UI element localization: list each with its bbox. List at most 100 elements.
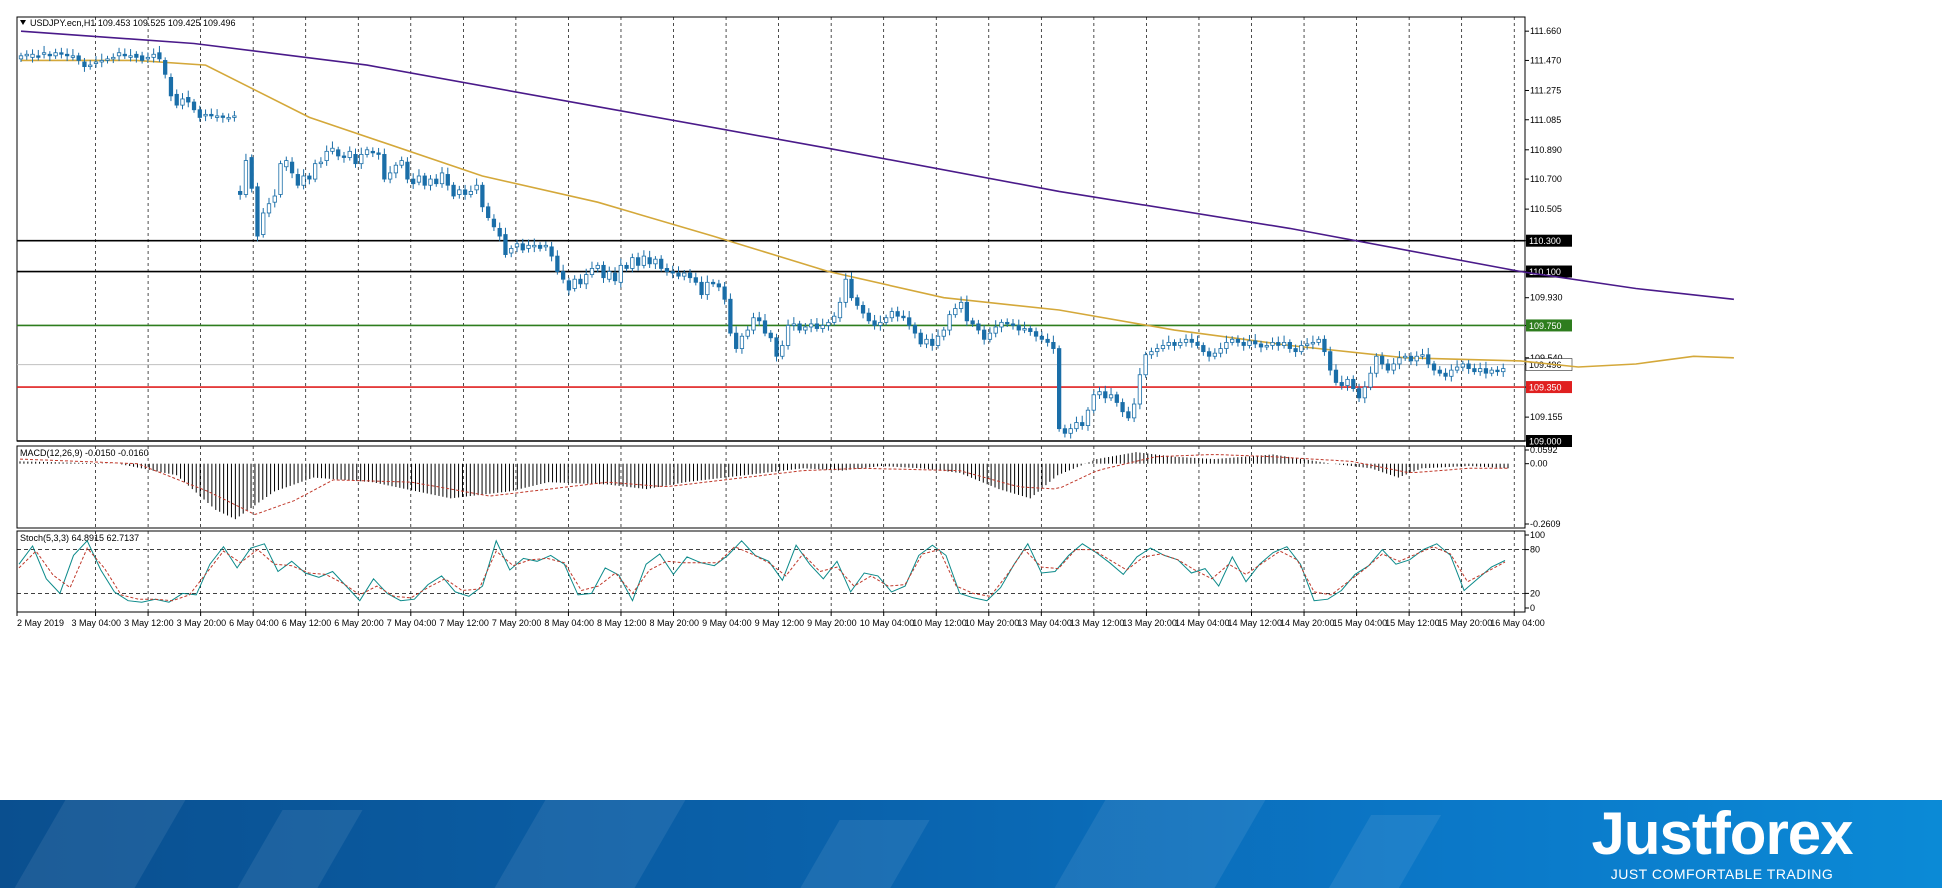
stoch-signal-line [18,546,1506,602]
candle-body [993,326,998,334]
candle-body [1449,369,1454,377]
candle-body [1114,394,1119,403]
candle-body [1466,363,1471,369]
candle-body [307,175,312,180]
candle-body [710,281,716,285]
candle-body [1120,402,1125,413]
candle-body [1339,382,1344,386]
candle-body [930,338,935,346]
candle-body [630,257,635,269]
candle-body [399,160,404,166]
candle-body [1074,422,1079,430]
candle-body [1247,340,1252,346]
candle-body [284,160,289,168]
x-tick-label: 9 May 04:00 [702,618,752,628]
x-tick-label: 13 May 20:00 [1122,618,1177,628]
candle-body [238,190,243,195]
candle-body [151,53,156,58]
candle-body [809,323,814,328]
candle-body [65,53,70,57]
x-tick-label: 6 May 20:00 [334,618,384,628]
level-price-badge [1526,381,1572,394]
candle-body [232,115,237,118]
macd-signal-line [19,454,1508,516]
candle-body [1131,403,1137,419]
candle-body [116,52,122,57]
candle-body [532,244,537,248]
candle-body [1403,355,1408,359]
level-price-label: 110.300 [1529,236,1561,246]
candle-body [186,97,191,103]
candle-body [1195,341,1200,346]
candle-body [1057,348,1062,430]
candle-body [768,332,773,339]
x-tick-label: 6 May 04:00 [229,618,279,628]
candle-body [503,234,508,255]
candle-body [163,60,168,75]
candle-body [1420,354,1425,357]
candle-body [1489,369,1494,374]
candle-body [1033,331,1039,337]
candle-body [739,335,745,349]
candle-body [341,155,347,158]
candle-body [1010,323,1016,326]
candle-body [872,320,877,326]
candle-body [301,175,306,186]
justforex-logo[interactable]: Justforex JUST COMFORTABLE TRADING [1562,800,1882,888]
y-tick-label: 0 [1530,603,1535,613]
candle-body [1097,391,1102,396]
candle-body [191,101,197,111]
chevron-down-icon[interactable] [20,20,26,25]
candle-body [99,60,104,63]
candle-body [670,271,675,274]
candle-body [780,345,785,357]
x-tick-label: 10 May 12:00 [912,618,967,628]
candle-body [1201,345,1206,353]
x-tick-label: 7 May 04:00 [387,618,437,628]
candle-body [382,154,387,180]
x-tick-label: 8 May 04:00 [544,618,594,628]
candle-body [1085,409,1091,426]
candle-body [336,149,341,157]
candle-body [1443,372,1448,377]
candle-body [526,244,531,249]
candle-body [1028,328,1033,333]
candle-body [1241,341,1246,346]
candle-body [589,268,595,276]
y-tick-label: 109.155 [1530,412,1563,422]
candle-body [422,175,427,186]
candle-body [36,55,41,58]
candle-body [1472,368,1477,373]
candle-body [272,195,277,203]
candle-body [1045,338,1050,343]
candle-body [1478,368,1483,373]
candle-body [474,184,479,191]
candle-body [1264,345,1269,348]
candle-body [70,55,76,58]
candle-body [157,52,162,60]
y-tick-label: 111.085 [1530,115,1561,125]
candle-body [82,61,87,68]
candle-body [716,283,721,288]
candle-body [826,321,831,326]
candle-body [849,278,854,299]
candle-body [947,314,952,331]
candle-body [520,243,525,251]
time-axis: 2 May 2019 3 May 04:00 3 May 12:00 3 May 20… [16,612,1545,628]
candle-body [734,332,739,349]
y-tick-label: 109.930 [1530,293,1563,303]
candle-body [370,150,375,154]
x-tick-label: 7 May 20:00 [492,618,542,628]
candle-body [134,53,139,58]
candle-body [1322,338,1327,353]
candle-body [411,178,416,185]
y-tick-label: 111.470 [1530,55,1561,65]
candle-body [1391,363,1396,371]
logo-tagline: JUST COMFORTABLE TRADING [1610,866,1834,882]
x-tick-label: 13 May 04:00 [1017,618,1072,628]
candle-body [364,149,370,155]
price-panel: USDJPY.ecn,H1 109.453 109.525 109.425 10… [16,16,1734,447]
candle-body [278,163,283,195]
moving-average-line [20,30,1734,301]
candle-body [203,113,208,117]
